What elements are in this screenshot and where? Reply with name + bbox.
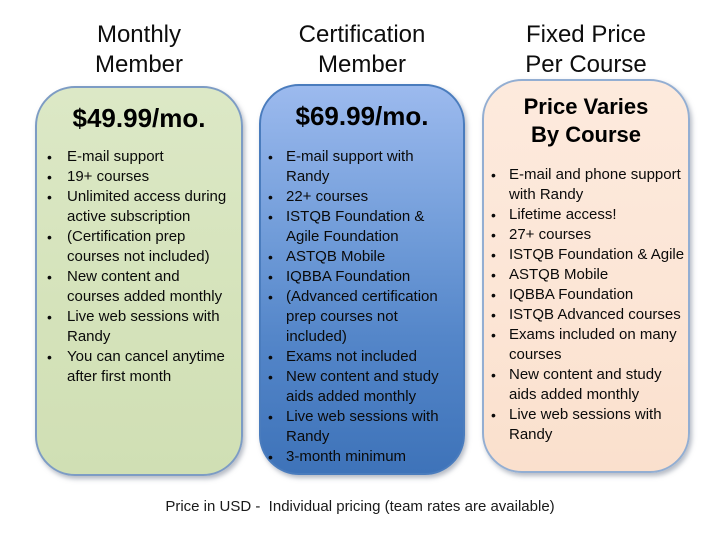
bullet-item: New content and study aids added monthly [261, 367, 463, 407]
bullet-item: 3-month minimum [261, 447, 463, 467]
fixed-price-feature-list: E-mail and phone support with Randy Life… [484, 165, 688, 445]
bullet-item: Exams included on many courses [484, 325, 688, 365]
bullet-item: (Advanced certification prep courses not… [261, 287, 463, 347]
bullet-item: (Certification prep courses not included… [37, 227, 241, 267]
monthly-price: $49.99/mo. [72, 103, 206, 133]
fixed-price-card: Price Varies By Course E-mail and phone … [482, 79, 690, 473]
bullet-item: New content and courses added monthly [37, 267, 241, 307]
footer-note: Price in USD - Individual pricing (team … [165, 498, 555, 515]
bullet-item: ISTQB Foundation & Agile Foundation [261, 207, 463, 247]
bullet-item: New content and study aids added monthly [484, 365, 688, 405]
bullet-item: IQBBA Foundation [484, 285, 688, 305]
bullet-item: E-mail and phone support with Randy [484, 165, 688, 205]
monthly-feature-list: E-mail support 19+ courses Unlimited acc… [37, 147, 241, 387]
fixed-price-header: Price Varies By Course [523, 94, 649, 147]
bullet-item: ISTQB Foundation & Agile [484, 245, 688, 265]
bullet-item: Live web sessions with Randy [37, 307, 241, 347]
bullet-item: ISTQB Advanced courses [484, 305, 688, 325]
bullet-item: ASTQB Mobile [261, 247, 463, 267]
bullet-item: Live web sessions with Randy [261, 407, 463, 447]
bullet-item: Exams not included [261, 347, 463, 367]
bullet-item: ASTQB Mobile [484, 265, 688, 285]
certification-member-card: $69.99/mo. E-mail support with Randy 22+… [259, 84, 465, 475]
monthly-member-card: $49.99/mo. E-mail support 19+ courses Un… [35, 86, 243, 476]
bullet-item: Lifetime access! [484, 205, 688, 225]
bullet-item: 19+ courses [37, 167, 241, 187]
bullet-item: E-mail support with Randy [261, 147, 463, 187]
column-title-fixed-price: Fixed Price Per Course [525, 21, 647, 78]
bullet-item: 22+ courses [261, 187, 463, 207]
bullet-item: You can cancel anytime after first month [37, 347, 241, 387]
bullet-item: Live web sessions with Randy [484, 405, 688, 445]
column-title-certification-member: Certification Member [298, 21, 426, 78]
bullet-item: 27+ courses [484, 225, 688, 245]
column-title-monthly-member: Monthly Member [94, 21, 184, 78]
bullet-item: Unlimited access during active subscript… [37, 187, 241, 227]
bullet-item: E-mail support [37, 147, 241, 167]
certification-price: $69.99/mo. [295, 101, 429, 131]
certification-feature-list: E-mail support with Randy 22+ courses IS… [261, 147, 463, 467]
bullet-item: IQBBA Foundation [261, 267, 463, 287]
